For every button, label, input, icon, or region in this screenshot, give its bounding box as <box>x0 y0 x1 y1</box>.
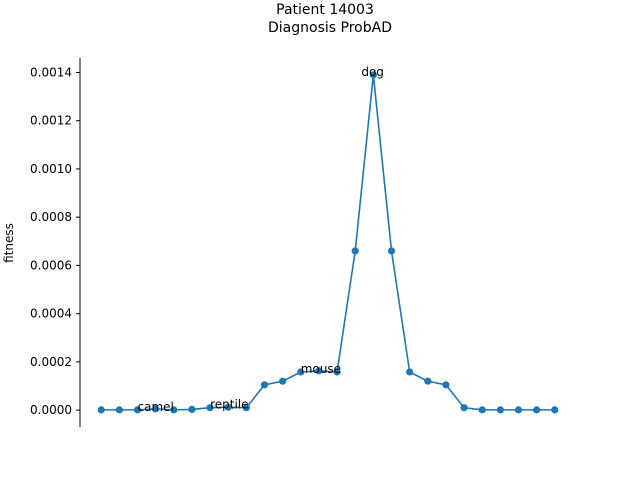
data-point <box>297 368 305 376</box>
annotation-camel: camel <box>138 400 174 414</box>
data-point <box>133 406 142 414</box>
data-point <box>460 404 468 412</box>
data-point <box>351 247 359 255</box>
data-point <box>442 381 450 389</box>
y-tick-label: 0.0010 <box>30 162 72 176</box>
data-point <box>406 368 414 376</box>
data-point <box>170 406 178 414</box>
data-point <box>315 367 323 375</box>
data-point <box>333 368 341 376</box>
y-tick-label: 0.0008 <box>30 210 72 224</box>
y-axis-ticks: 0.0000 0.0002 0.0004 0.0006 0.0008 0.0010 0.00… <box>30 65 80 417</box>
fitness-series-line <box>101 74 555 411</box>
y-tick-label: 0.0012 <box>30 114 72 128</box>
data-point <box>115 406 123 414</box>
data-point <box>533 406 541 414</box>
fitness-series-points <box>97 71 559 414</box>
data-point <box>206 404 214 412</box>
annotation-mouse: mouse <box>301 362 341 376</box>
data-point <box>224 403 232 411</box>
data-point <box>152 405 160 413</box>
y-tick-label: 0.0000 <box>30 403 72 417</box>
chart-title-line-2: Diagnosis ProbAD <box>268 20 392 36</box>
data-point <box>387 247 396 255</box>
point-annotations: camel reptile mouse dog <box>138 65 384 414</box>
data-point <box>424 377 432 385</box>
data-point <box>242 404 250 412</box>
data-point <box>496 406 504 414</box>
chart-title-line-1: Patient 14003 <box>276 2 374 18</box>
y-tick-label: 0.0002 <box>30 355 72 369</box>
data-point <box>260 381 269 389</box>
data-point <box>188 405 196 413</box>
data-point <box>551 406 559 414</box>
annotation-reptile: reptile <box>210 398 248 412</box>
y-tick-label: 0.0004 <box>30 307 72 321</box>
data-point <box>478 406 486 414</box>
y-tick-label: 0.0006 <box>30 258 72 272</box>
data-point <box>279 377 287 385</box>
y-tick-label: 0.0014 <box>30 65 72 79</box>
data-point <box>97 406 105 414</box>
data-point <box>514 406 523 414</box>
y-axis-label: fitness <box>2 223 16 263</box>
annotation-dog: dog <box>361 65 384 79</box>
data-point <box>369 71 377 79</box>
